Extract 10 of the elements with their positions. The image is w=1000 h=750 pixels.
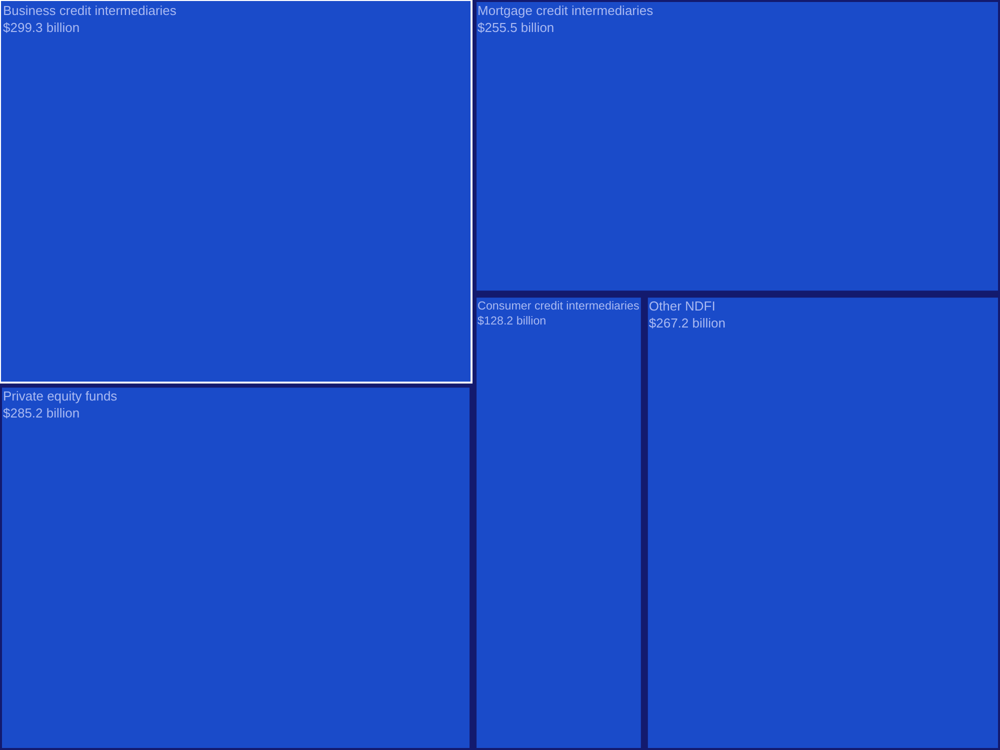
data-label: $255.5 billion [478,20,554,35]
category-label: Private equity funds [3,388,118,404]
data-label: $299.3 billion [3,20,80,35]
data-label: $128.2 billion [478,314,546,328]
category-label: Consumer credit intermediaries [478,299,640,312]
category-label: Business credit intermediaries [3,3,177,18]
data-label: $285.2 billion [3,405,80,420]
category-label: Mortgage credit intermediaries [478,3,654,18]
data-label: $267.2 billion [648,315,726,330]
category-label: Other NDFI [648,298,716,314]
